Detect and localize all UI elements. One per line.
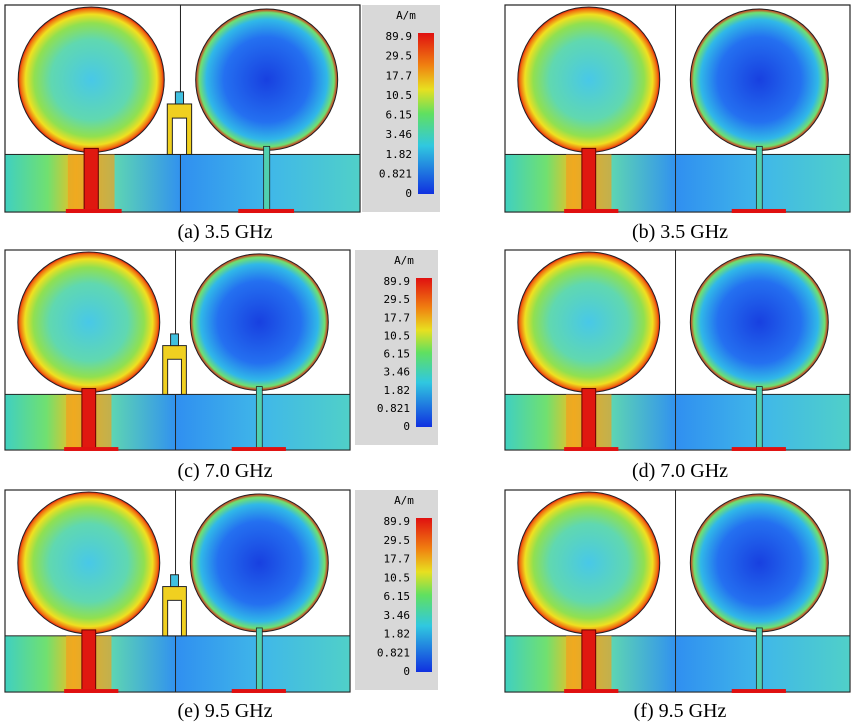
caption: (d) 7.0 GHz (632, 460, 728, 482)
antenna-panel (504, 249, 851, 451)
colorbar (416, 278, 432, 427)
ground-plane (4, 153, 361, 213)
right-radiator (689, 8, 829, 151)
port-left (564, 447, 619, 451)
colorbar-unit: A/m (396, 9, 416, 22)
colorbar-label: 89.9 (384, 275, 411, 288)
antenna-panel (504, 489, 851, 693)
colorbar-unit: A/m (394, 494, 414, 507)
stub-tip (170, 333, 179, 347)
colorbar-label: 17.7 (384, 553, 411, 566)
caption: (b) 3.5 GHz (632, 221, 728, 243)
port-left (564, 208, 619, 214)
ground-plane (4, 635, 351, 693)
ground-plane (504, 393, 851, 451)
ground-plane (4, 393, 351, 451)
left-feed (581, 629, 597, 693)
right-feed (755, 627, 763, 693)
port-right (731, 689, 786, 693)
colorbar (416, 518, 432, 672)
caption: (e) 9.5 GHz (178, 700, 273, 722)
colorbar-label: 89.9 (386, 30, 413, 43)
colorbar-label: 6.15 (384, 348, 411, 361)
port-left (564, 689, 619, 693)
antenna-panel (4, 4, 361, 214)
colorbar-label: 6.15 (384, 590, 411, 603)
port-right (238, 208, 295, 214)
colorbar-label: 89.9 (384, 515, 411, 528)
stub-slot (167, 599, 182, 637)
colorbar-label: 1.82 (386, 148, 413, 161)
right-feed (263, 145, 271, 213)
caption: (a) 3.5 GHz (178, 221, 273, 243)
colorbar-label: 3.46 (384, 609, 411, 622)
colorbar-label: 10.5 (384, 571, 411, 584)
left-radiator (517, 251, 661, 393)
port-right (731, 208, 786, 214)
port-right (231, 689, 286, 693)
left-radiator (517, 491, 661, 635)
colorbar-label: 0 (405, 187, 412, 200)
colorbar-label: 0 (403, 665, 410, 678)
colorbar-label: 3.46 (384, 366, 411, 379)
right-radiator (189, 253, 329, 391)
right-feed (755, 386, 763, 451)
caption: (c) 7.0 GHz (178, 460, 273, 482)
colorbar-label: 29.5 (384, 293, 411, 306)
left-feed (581, 147, 597, 213)
left-feed (81, 629, 97, 693)
right-radiator (195, 8, 339, 151)
colorbar-label: 29.5 (384, 534, 411, 547)
stub-slot (171, 117, 188, 155)
right-feed (255, 386, 263, 451)
stub-tip (170, 574, 179, 588)
stub-tip (174, 91, 185, 105)
colorbar-label: 0.821 (377, 646, 410, 659)
colorbar-unit: A/m (394, 254, 414, 267)
left-feed (83, 147, 99, 213)
left-radiator (17, 491, 161, 635)
antenna-panel (4, 489, 351, 693)
colorbar-label: 29.5 (386, 50, 413, 63)
colorbar-label: 1.82 (384, 384, 411, 397)
colorbar-label: 0.821 (379, 167, 412, 180)
ground-plane (504, 153, 851, 213)
left-radiator (517, 6, 661, 153)
port-right (231, 447, 286, 451)
colorbar-label: 17.7 (384, 311, 411, 324)
colorbar-label: 0.821 (377, 402, 410, 415)
colorbar-label: 10.5 (386, 89, 413, 102)
left-feed (81, 388, 97, 451)
colorbar-label: 3.46 (386, 128, 413, 141)
colorbar-label: 10.5 (384, 329, 411, 342)
right-radiator (689, 253, 829, 391)
port-left (64, 447, 119, 451)
port-left (65, 208, 122, 214)
port-left (64, 689, 119, 693)
colorbar-label: 1.82 (384, 628, 411, 641)
stub-slot (167, 358, 182, 395)
right-radiator (689, 493, 829, 633)
colorbar (418, 33, 434, 194)
left-radiator (17, 6, 165, 153)
colorbar-label: 0 (403, 420, 410, 433)
right-feed (755, 145, 763, 213)
right-radiator (189, 493, 329, 633)
colorbar-label: 17.7 (386, 69, 413, 82)
antenna-panel (504, 4, 851, 214)
right-feed (255, 627, 263, 693)
port-right (731, 447, 786, 451)
colorbar-label: 6.15 (386, 109, 413, 122)
ground-plane (504, 635, 851, 693)
antenna-panel (4, 249, 351, 451)
left-radiator (17, 251, 161, 393)
caption: (f) 9.5 GHz (634, 700, 727, 722)
left-feed (581, 388, 597, 451)
